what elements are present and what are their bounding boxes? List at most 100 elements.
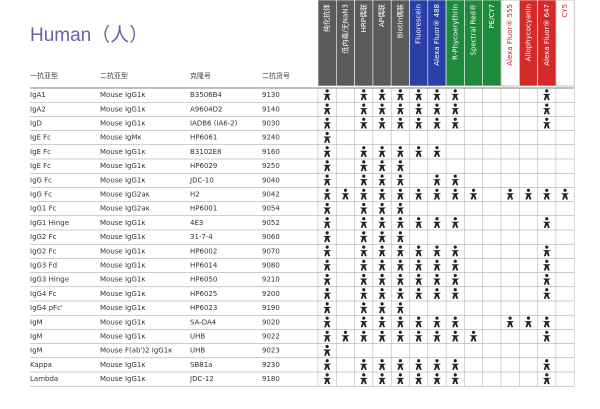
icon-body (414, 321, 423, 328)
availability-icon (396, 89, 405, 101)
icon-head (362, 217, 366, 221)
cell: IgG1 Hinge (30, 219, 69, 227)
icon-body (396, 335, 405, 342)
icon-body (414, 193, 423, 200)
icon-body (396, 221, 405, 228)
icon-body (396, 108, 405, 115)
availability-icon (359, 245, 368, 257)
icon-head (435, 288, 439, 292)
icon-head (325, 245, 329, 249)
icon-body (414, 264, 423, 271)
icon-body (359, 335, 368, 342)
availability-icon (469, 188, 478, 200)
cell: 9080 (262, 262, 280, 270)
icon-head (398, 202, 402, 207)
availability-icon (396, 273, 405, 285)
icon-body (414, 377, 423, 385)
icon-body (323, 150, 332, 157)
icon-head (362, 202, 366, 207)
icon-head (380, 160, 384, 164)
cell: IgG Fc (30, 191, 52, 199)
format-label: Alexa Fluor® 488 (433, 4, 441, 66)
icon-body (432, 122, 441, 129)
icon-head (417, 330, 421, 334)
icon-body (432, 292, 441, 299)
icon-body (378, 93, 387, 101)
icon-head (545, 288, 549, 292)
icon-body (542, 292, 551, 299)
availability-icon (378, 188, 387, 200)
icon-body (378, 321, 387, 328)
icon-body (323, 250, 332, 257)
icon-body (323, 349, 332, 356)
cell: Mouse IgG1κ (100, 148, 145, 156)
availability-icon (432, 245, 441, 257)
cell: Mouse IgG2aκ (100, 205, 150, 213)
icon-body (323, 321, 332, 328)
icon-body (542, 335, 551, 342)
icon-body (323, 335, 332, 342)
format-label: Spectral Red® (470, 4, 478, 55)
availability-icon (451, 259, 460, 271)
cell: HP6029 (190, 162, 217, 170)
cell: B3102E8 (190, 148, 222, 156)
availability-icon (396, 231, 405, 243)
icon-head (380, 302, 384, 306)
availability-icon (432, 288, 441, 299)
availability-icon (378, 316, 387, 328)
icon-head (398, 259, 402, 263)
cell: 9140 (262, 105, 280, 113)
availability-icon (323, 117, 332, 129)
icon-head (362, 174, 366, 178)
icon-head (545, 117, 549, 121)
cell: HP6002 (190, 247, 217, 255)
icon-head (343, 330, 348, 334)
icon-body (451, 335, 460, 342)
icon-head (417, 117, 421, 121)
availability-icon (323, 131, 332, 143)
cell: IgG3 Hinge (30, 276, 69, 284)
format-label: 纯化抗体 (322, 4, 331, 32)
format-label: Alexa Fluor® 647 (543, 4, 551, 66)
icon-body (451, 321, 460, 328)
icon-head (545, 359, 549, 363)
icon-body (396, 164, 405, 172)
availability-icon (323, 217, 332, 228)
availability-icon (414, 273, 423, 285)
cell: Mouse IgG1κ (100, 333, 145, 341)
icon-body (359, 363, 368, 370)
availability-icon (524, 188, 533, 200)
icon-body (524, 193, 533, 200)
icon-body (359, 221, 368, 228)
cell: Mouse IgG1κ (100, 304, 145, 312)
cell: HP6050 (190, 276, 217, 284)
cell: A9604D2 (190, 105, 222, 113)
availability-icon (359, 330, 368, 342)
availability-icon (359, 302, 368, 314)
icon-head (398, 316, 402, 320)
icon-head (380, 188, 384, 192)
icon-body (451, 193, 460, 200)
icon-body (396, 377, 405, 385)
availability-icon (414, 117, 423, 129)
icon-body (396, 150, 405, 157)
icon-body (396, 363, 405, 370)
cell: 9200 (262, 290, 280, 298)
availability-icon (323, 188, 332, 200)
icon-head (398, 302, 402, 306)
availability-icon (359, 217, 368, 228)
icon-body (359, 235, 368, 243)
icon-body (561, 193, 570, 200)
availability-icon (359, 202, 368, 214)
icon-body (432, 221, 441, 228)
icon-head (545, 373, 549, 377)
availability-icon (323, 259, 332, 271)
availability-icon (378, 273, 387, 285)
icon-body (414, 122, 423, 129)
cell: Mouse IgG1κ (100, 105, 145, 113)
icon-head (325, 302, 329, 306)
availability-icon (451, 245, 460, 257)
icon-head (435, 273, 439, 278)
cell: IgG4 Fc (30, 290, 57, 298)
availability-icon (506, 316, 515, 328)
